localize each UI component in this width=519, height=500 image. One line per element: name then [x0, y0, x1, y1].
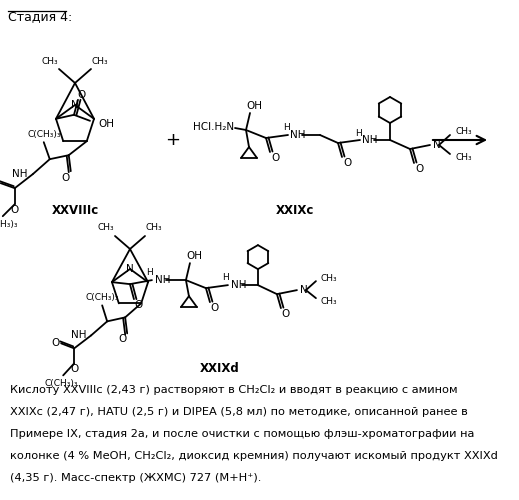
Text: Кислоту XXVIIIc (2,43 г) растворяют в CH₂Cl₂ и вводят в реакцию с амином: Кислоту XXVIIIc (2,43 г) растворяют в CH…: [10, 385, 458, 395]
Text: O: O: [343, 158, 351, 168]
Text: NH: NH: [12, 169, 28, 179]
Text: H: H: [146, 268, 153, 276]
Text: OH: OH: [246, 101, 262, 111]
Text: XXIXd: XXIXd: [200, 362, 240, 374]
Text: NH: NH: [290, 130, 306, 140]
Text: XXIXc (2,47 г), HATU (2,5 г) и DIPEA (5,8 мл) по методике, описанной ранее в: XXIXc (2,47 г), HATU (2,5 г) и DIPEA (5,…: [10, 407, 468, 417]
Text: C(CH₃)₃: C(CH₃)₃: [0, 220, 18, 228]
Text: OH: OH: [98, 119, 114, 129]
Text: O: O: [271, 153, 279, 163]
Text: N: N: [71, 100, 79, 110]
Text: CH₃: CH₃: [455, 152, 472, 162]
Text: XXVIIIc: XXVIIIc: [51, 204, 99, 216]
Text: O: O: [282, 309, 290, 319]
Text: N: N: [126, 264, 134, 274]
Text: C(CH₃)₃: C(CH₃)₃: [86, 293, 119, 302]
Text: CH₃: CH₃: [42, 56, 58, 66]
Text: H: H: [283, 124, 290, 132]
Text: C(CH₃)₃: C(CH₃)₃: [27, 130, 61, 138]
Text: CH₃: CH₃: [321, 296, 337, 306]
Text: OH: OH: [186, 251, 202, 261]
Text: O: O: [118, 334, 126, 344]
Text: NH: NH: [155, 275, 170, 285]
Text: CH₃: CH₃: [455, 128, 472, 136]
Text: колонке (4 % MeOH, CH₂Cl₂, диоксид кремния) получают искомый продукт XXIXd: колонке (4 % MeOH, CH₂Cl₂, диоксид кремн…: [10, 451, 498, 461]
Text: H: H: [354, 128, 361, 138]
Text: O: O: [51, 338, 59, 348]
Text: HCl.H₂N: HCl.H₂N: [193, 122, 234, 132]
Text: CH₃: CH₃: [321, 274, 337, 282]
Text: CH₃: CH₃: [98, 224, 114, 232]
Text: O: O: [10, 205, 19, 215]
Text: H: H: [223, 272, 229, 281]
Text: O: O: [78, 90, 86, 100]
Text: O: O: [70, 364, 78, 374]
Text: CH₃: CH₃: [92, 56, 108, 66]
Text: Стадия 4:: Стадия 4:: [8, 10, 72, 23]
Text: O: O: [135, 300, 143, 310]
Text: NH: NH: [362, 135, 377, 145]
Text: N: N: [433, 140, 441, 150]
Text: (4,35 г). Масс-спектр (ЖХМС) 727 (М+Н⁺).: (4,35 г). Масс-спектр (ЖХМС) 727 (М+Н⁺).: [10, 473, 262, 483]
Text: NH: NH: [71, 330, 86, 340]
Text: +: +: [166, 131, 181, 149]
Text: CH₃: CH₃: [146, 224, 162, 232]
Text: N: N: [300, 285, 308, 295]
Text: Примере IX, стадия 2а, и после очистки с помощью флэш-хроматографии на: Примере IX, стадия 2а, и после очистки с…: [10, 429, 474, 439]
Text: O: O: [211, 303, 219, 313]
Text: C(CH₃)₃: C(CH₃)₃: [45, 379, 78, 388]
Text: NH: NH: [231, 280, 247, 290]
Text: O: O: [415, 164, 423, 174]
Text: O: O: [62, 173, 70, 183]
Text: XXIXc: XXIXc: [276, 204, 314, 216]
